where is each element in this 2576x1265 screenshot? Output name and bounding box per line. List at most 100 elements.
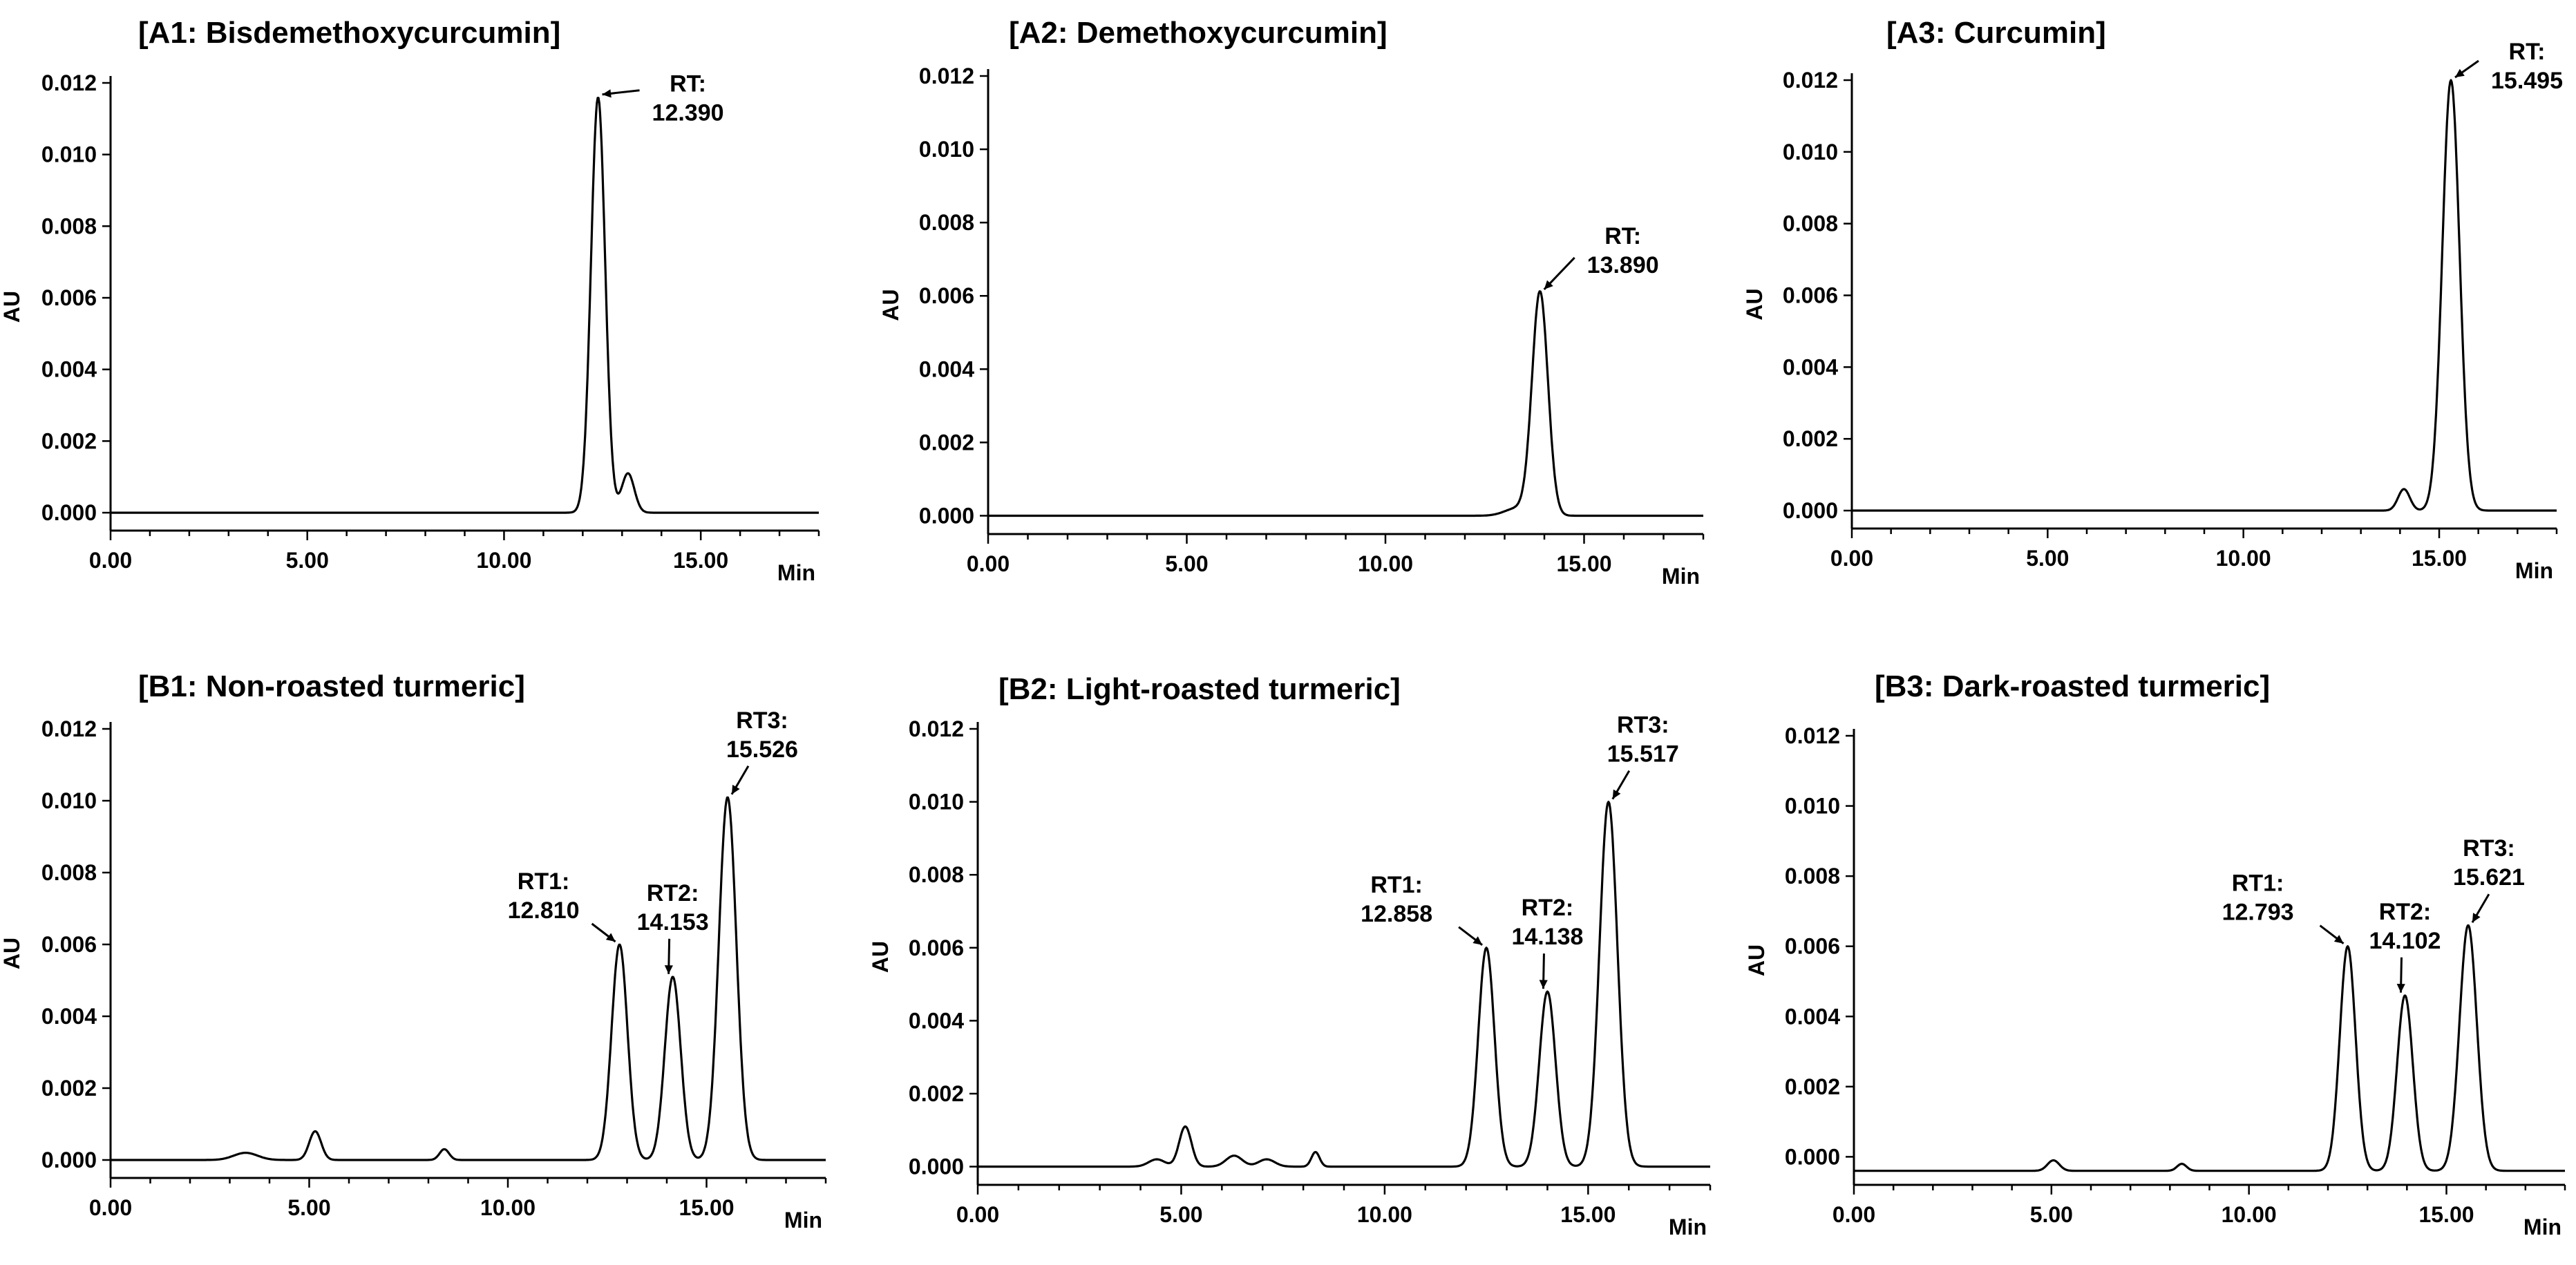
chart-panel-a1: [A1: Bisdemethoxycurcumin] 0.000 0.002 0.00…	[0, 16, 820, 585]
y-tick-label: 0.000	[41, 1148, 97, 1172]
chart-panel-b1: [B1: Non-roasted turmeric] 0.000 0.002 0.00…	[0, 669, 827, 1233]
y-tick-label: 0.008	[1783, 211, 1838, 236]
annotation-arrowhead	[2455, 68, 2465, 77]
y-tick-label: 0.008	[919, 210, 974, 235]
chromatogram-trace	[977, 801, 1711, 1168]
y-tick-label: 0.010	[41, 788, 97, 813]
y-tick-label: 0.008	[41, 213, 97, 238]
panel-title: [B2: Light-roasted turmeric]	[998, 672, 1401, 706]
panel-title: [A2: Demethoxycurcumin]	[1009, 16, 1388, 50]
y-axis-label: AU	[0, 938, 24, 969]
x-axis-label: Min	[777, 560, 815, 585]
peak-rt-label: RT3:	[1617, 712, 1669, 739]
x-tick-label: 0.00	[89, 548, 132, 573]
y-axis-label: AU	[1742, 288, 1767, 320]
panel-title: [B3: Dark-roasted turmeric]	[1875, 669, 2270, 703]
peak-rt-label: RT3:	[2463, 835, 2515, 862]
chromatogram-trace	[110, 97, 820, 514]
y-tick-label: 0.000	[41, 500, 97, 525]
chart-panel-b3: [B3: Dark-roasted turmeric] 0.000 0.002 0.0…	[1744, 669, 2566, 1239]
x-tick-label: 10.00	[476, 548, 531, 573]
peak-rt-value: 14.153	[637, 909, 709, 935]
x-axis-label: Min	[1669, 1215, 1707, 1239]
x-tick-label: 15.00	[679, 1195, 734, 1220]
panel-title: [B1: Non-roasted turmeric]	[138, 669, 525, 703]
x-tick-label: 15.00	[2418, 1202, 2474, 1227]
chromatogram-trace	[1853, 924, 2566, 1172]
x-tick-label: 0.00	[1830, 546, 1873, 571]
annotation-arrowhead	[731, 784, 740, 795]
x-tick-label: 5.00	[286, 548, 329, 573]
annotation-arrowhead	[2396, 984, 2405, 993]
y-tick-label: 0.010	[41, 142, 97, 167]
y-tick-label: 0.010	[1783, 140, 1838, 164]
peak-rt-label: RT:	[2509, 39, 2546, 65]
y-tick-label: 0.008	[41, 860, 97, 885]
peak-rt-value: 14.138	[1511, 924, 1583, 950]
y-tick-label: 0.012	[41, 716, 97, 741]
peak-rt-label: RT:	[1604, 223, 1641, 249]
x-axis-label: Min	[784, 1208, 822, 1233]
x-tick-label: 0.00	[89, 1195, 132, 1220]
peak-rt-value: 12.810	[508, 897, 580, 924]
chromatogram-trace	[1851, 79, 2557, 512]
panel-title: [A3: Curcumin]	[1886, 16, 2106, 50]
peak-rt-value: 15.621	[2453, 864, 2525, 891]
annotation-arrowhead	[2333, 935, 2344, 944]
y-axis-label: AU	[868, 941, 893, 973]
peak-rt-label: RT3:	[736, 707, 788, 734]
peak-rt-label: RT1:	[1370, 872, 1423, 898]
y-tick-label: 0.004	[919, 356, 974, 381]
x-tick-label: 15.00	[2412, 546, 2467, 571]
x-axis-label: Min	[1662, 564, 1700, 589]
y-tick-label: 0.002	[41, 428, 97, 453]
annotation-arrowhead	[1472, 936, 1483, 945]
peak-rt-value: 14.102	[2369, 928, 2441, 954]
peak-rt-label: RT:	[670, 71, 706, 97]
y-tick-label: 0.006	[909, 935, 964, 960]
x-tick-label: 5.00	[2026, 546, 2069, 571]
y-axis-label: AU	[1744, 944, 1769, 976]
x-tick-label: 15.00	[1560, 1202, 1616, 1227]
y-axis-label: AU	[878, 289, 903, 321]
x-axis-label: Min	[2515, 558, 2553, 583]
peak-rt-value: 13.890	[1587, 252, 1659, 278]
y-tick-label: 0.010	[919, 137, 974, 162]
peak-rt-value: 12.390	[652, 100, 724, 126]
peak-rt-label: RT1:	[518, 868, 570, 895]
annotation-arrowhead	[1539, 980, 1548, 989]
y-tick-label: 0.006	[41, 285, 97, 310]
peak-rt-value: 12.793	[2222, 900, 2294, 926]
y-tick-label: 0.006	[919, 283, 974, 308]
chart-panel-b2: [B2: Light-roasted turmeric] 0.000 0.002 0.…	[868, 672, 1712, 1239]
annotation-arrowhead	[605, 933, 616, 942]
y-tick-label: 0.006	[41, 932, 97, 957]
annotation-arrowhead	[1544, 280, 1553, 289]
x-tick-label: 0.00	[967, 551, 1010, 576]
y-tick-label: 0.002	[1783, 426, 1838, 451]
y-axis-label: AU	[0, 291, 24, 323]
x-tick-label: 10.00	[2222, 1202, 2277, 1227]
y-tick-label: 0.000	[1785, 1144, 1840, 1169]
y-tick-label: 0.002	[919, 430, 974, 455]
y-tick-label: 0.002	[909, 1081, 964, 1106]
y-tick-label: 0.008	[1785, 864, 1840, 888]
x-tick-label: 0.00	[956, 1202, 999, 1227]
annotation-arrowhead	[1612, 789, 1621, 799]
peak-rt-value: 12.858	[1361, 901, 1432, 927]
peak-rt-label: RT2:	[1522, 895, 1574, 921]
y-tick-label: 0.004	[1783, 354, 1838, 379]
y-tick-label: 0.012	[1785, 723, 1840, 748]
x-tick-label: 15.00	[673, 548, 728, 573]
x-tick-label: 0.00	[1832, 1202, 1875, 1227]
peak-rt-label: RT2:	[647, 880, 699, 906]
y-tick-label: 0.012	[41, 70, 97, 95]
x-axis-label: Min	[2523, 1215, 2561, 1239]
y-tick-label: 0.012	[1783, 68, 1838, 93]
y-tick-label: 0.004	[1785, 1004, 1840, 1029]
y-tick-label: 0.000	[919, 503, 974, 528]
x-tick-label: 5.00	[1159, 1202, 1202, 1227]
y-tick-label: 0.004	[41, 1004, 97, 1029]
peak-rt-value: 15.517	[1607, 741, 1679, 768]
peak-rt-label: RT1:	[2232, 871, 2284, 897]
